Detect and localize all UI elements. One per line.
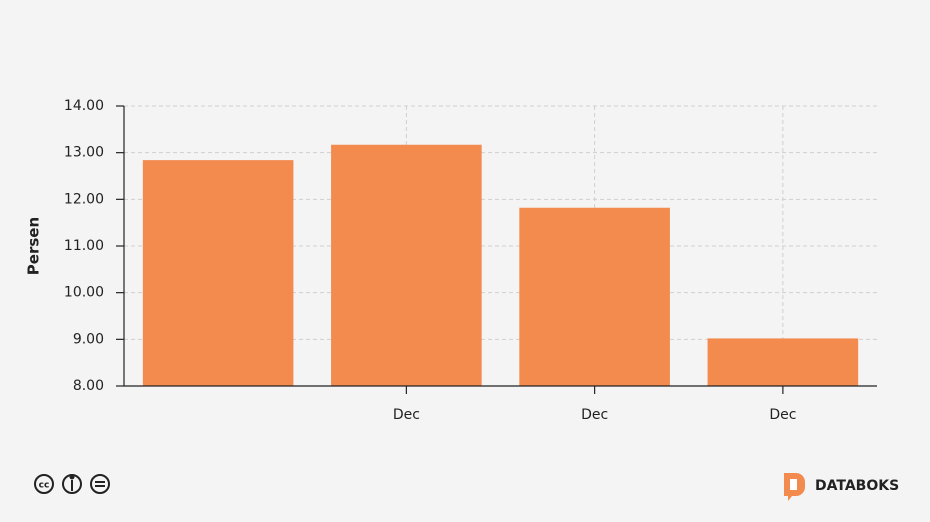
y-tick-label: 10.00 <box>64 285 104 301</box>
y-tick-label: 14.00 <box>64 98 104 114</box>
y-tick-label: 13.00 <box>64 145 104 161</box>
bar <box>519 207 670 386</box>
svg-text:cc: cc <box>39 481 50 491</box>
x-tick-label: Dec <box>769 407 796 423</box>
brand-logo <box>784 473 805 501</box>
bar <box>707 338 859 386</box>
x-tick-label: Dec <box>393 407 420 423</box>
y-axis-label: Persen <box>25 217 43 275</box>
y-tick-label: 11.00 <box>64 238 104 254</box>
bar <box>331 144 482 386</box>
x-tick-label: Dec <box>581 407 608 423</box>
bar <box>142 160 294 386</box>
y-tick-label: 9.00 <box>73 331 104 347</box>
y-tick-label: 8.00 <box>73 378 104 394</box>
license-icons: cc <box>34 474 110 494</box>
y-tick-label: 12.00 <box>64 191 104 207</box>
brand-name: DATABOKS <box>815 478 899 494</box>
